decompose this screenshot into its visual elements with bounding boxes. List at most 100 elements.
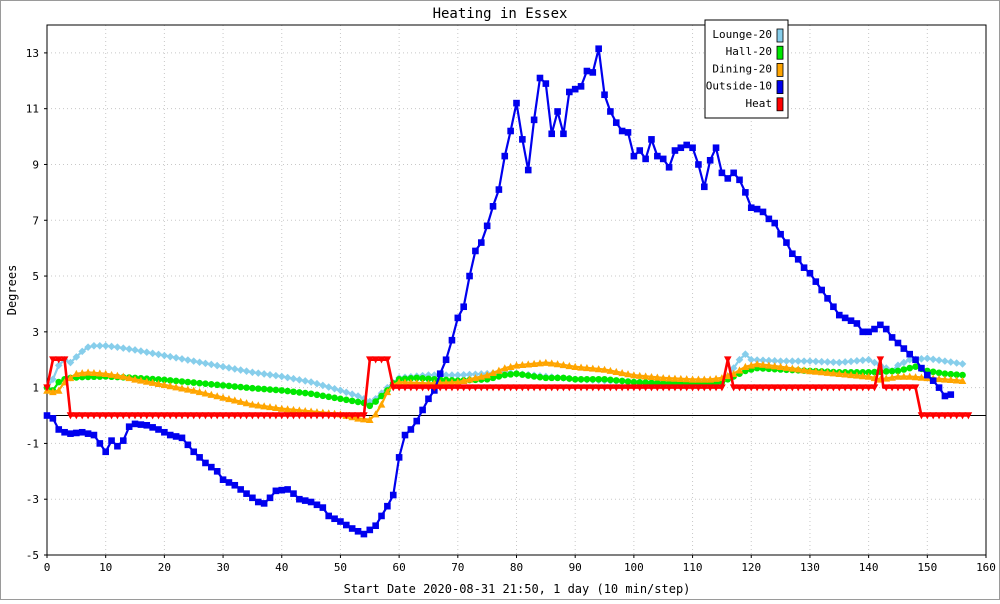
data-point [148, 412, 157, 420]
data-point [806, 384, 814, 392]
data-point [536, 373, 544, 381]
data-point [172, 433, 180, 440]
data-point [371, 410, 380, 418]
data-point [119, 344, 128, 352]
data-point [783, 239, 790, 246]
data-point [101, 341, 110, 350]
data-point [354, 412, 362, 420]
data-point [882, 325, 890, 333]
data-point [718, 384, 726, 392]
data-point [905, 372, 914, 380]
data-point [184, 441, 192, 449]
data-point [161, 428, 168, 436]
data-point [500, 364, 509, 372]
x-tick-label: 110 [683, 561, 703, 574]
data-point [747, 361, 756, 369]
data-point [917, 355, 926, 363]
legend-label: Lounge-20 [712, 28, 772, 41]
data-point [472, 247, 479, 255]
data-point [419, 406, 426, 414]
data-point [301, 497, 309, 504]
data-point [149, 424, 156, 431]
data-point [794, 365, 802, 373]
data-point [413, 374, 421, 382]
data-point [566, 375, 573, 382]
data-point [242, 367, 251, 375]
data-point [201, 389, 210, 397]
data-point [547, 359, 556, 367]
data-point [301, 389, 309, 397]
data-point [249, 384, 256, 392]
data-point [195, 388, 204, 396]
data-point [571, 362, 579, 371]
data-point [607, 108, 614, 115]
data-point [243, 490, 250, 497]
data-point [654, 152, 661, 160]
data-point [835, 369, 844, 377]
data-point [225, 479, 233, 486]
x-tick-label: 40 [275, 561, 288, 574]
data-point [741, 362, 750, 371]
data-point [331, 515, 338, 523]
data-point [770, 362, 779, 370]
data-point [278, 387, 286, 394]
data-point [900, 366, 908, 373]
data-point [894, 372, 902, 380]
data-point [782, 363, 791, 371]
data-point [242, 412, 251, 420]
data-point [618, 127, 626, 135]
data-point [148, 349, 157, 358]
data-point [618, 384, 626, 392]
data-point [401, 378, 409, 386]
data-point [607, 376, 614, 384]
data-point [512, 384, 521, 392]
data-point [107, 370, 116, 378]
data-point [876, 356, 885, 364]
data-point [137, 376, 145, 384]
data-point [900, 384, 908, 392]
data-point [319, 392, 327, 400]
data-point [78, 369, 87, 377]
data-point [782, 357, 791, 365]
data-point [583, 384, 591, 392]
data-point [630, 384, 638, 392]
data-point [701, 183, 708, 191]
data-point [448, 378, 456, 386]
data-point [595, 45, 602, 53]
data-point [753, 360, 761, 368]
data-point [894, 384, 902, 392]
data-point [665, 163, 673, 171]
data-point [154, 379, 163, 388]
data-point [354, 398, 362, 406]
data-point [554, 108, 561, 115]
data-point [935, 374, 943, 383]
data-point [442, 371, 450, 379]
data-point [419, 375, 426, 382]
data-point [307, 378, 315, 386]
data-point [824, 295, 831, 302]
data-point [195, 358, 204, 367]
y-tick-label: -1 [26, 437, 39, 450]
data-point [202, 459, 209, 467]
data-point [577, 363, 585, 371]
data-point [260, 412, 268, 420]
data-point [231, 365, 239, 373]
data-point [201, 359, 210, 368]
data-point [142, 348, 151, 357]
data-point [442, 384, 450, 392]
data-point [659, 374, 668, 382]
data-point [753, 205, 761, 213]
data-point [906, 364, 914, 372]
data-point [236, 412, 245, 420]
data-point [888, 367, 896, 375]
y-tick-label: 1 [32, 382, 39, 395]
data-point [817, 384, 826, 392]
data-point [266, 494, 274, 502]
data-point [648, 136, 655, 143]
data-point [477, 239, 485, 246]
data-point [624, 378, 632, 385]
data-point [137, 412, 145, 420]
data-point [507, 371, 514, 378]
data-point [770, 384, 779, 392]
data-point [671, 147, 679, 154]
